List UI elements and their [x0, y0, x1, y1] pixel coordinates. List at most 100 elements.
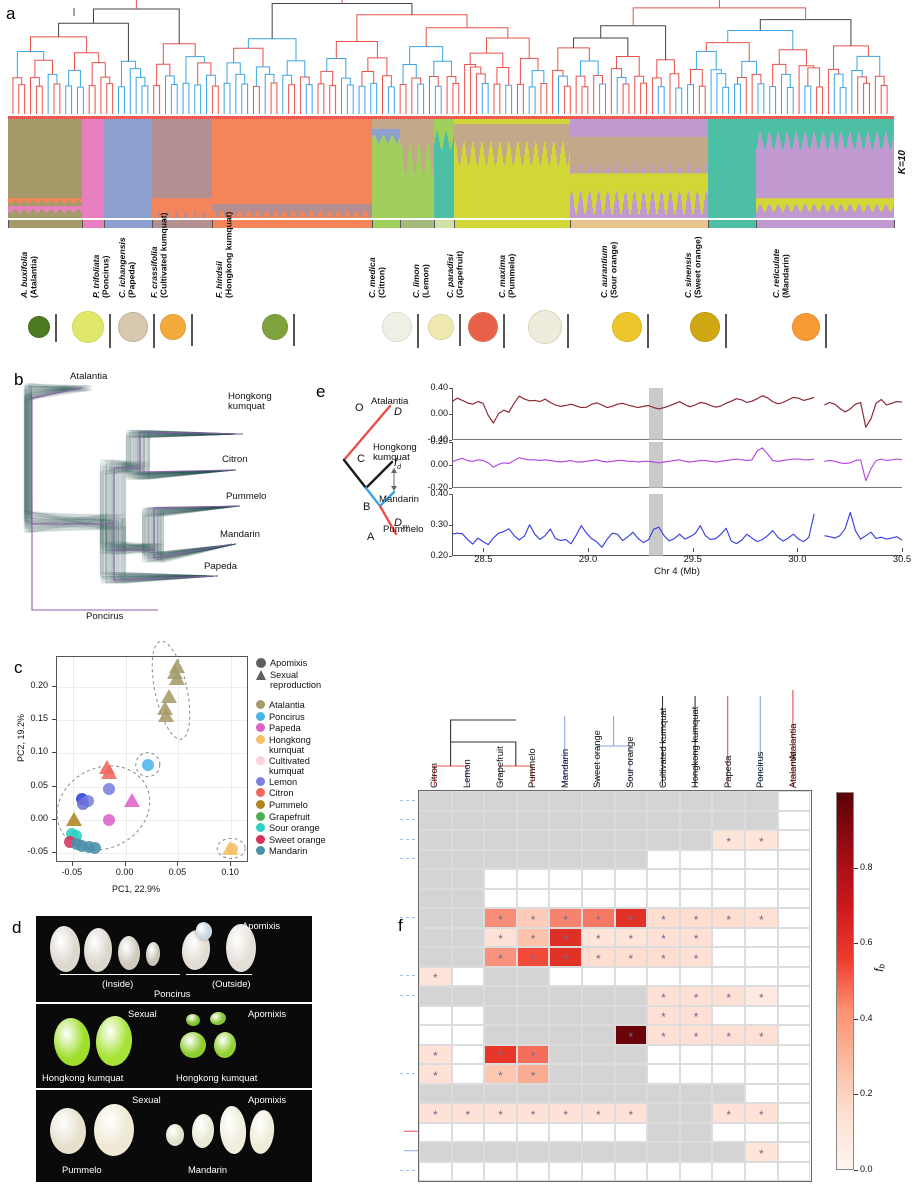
heatmap-cell[interactable] — [777, 1083, 811, 1103]
heatmap-cell[interactable]: * — [582, 947, 615, 967]
heatmap-cell[interactable] — [745, 947, 778, 967]
heatmap-cell[interactable] — [451, 791, 485, 811]
heatmap-cell[interactable] — [679, 1161, 713, 1181]
heatmap-cell[interactable] — [614, 1005, 648, 1025]
heatmap-cell[interactable] — [647, 888, 680, 908]
heatmap-cell[interactable] — [419, 1005, 452, 1025]
heatmap-cell[interactable]: * — [582, 927, 615, 947]
heatmap-cell[interactable] — [419, 1083, 452, 1103]
heatmap-cell[interactable]: * — [484, 1064, 517, 1084]
heatmap-cell[interactable] — [777, 1103, 811, 1123]
heatmap-cell[interactable] — [484, 1025, 517, 1045]
heatmap-cell[interactable] — [484, 869, 517, 889]
heatmap-cell[interactable] — [614, 830, 648, 850]
heatmap-cell[interactable] — [647, 966, 680, 986]
heatmap-cell[interactable] — [712, 1044, 745, 1064]
heatmap-cell[interactable]: * — [712, 986, 745, 1006]
heatmap-cell[interactable] — [777, 1122, 811, 1142]
heatmap-cell[interactable] — [582, 966, 615, 986]
heatmap-cell[interactable] — [516, 810, 550, 830]
heatmap-cell[interactable]: * — [614, 947, 648, 967]
heatmap-cell[interactable]: * — [614, 908, 648, 928]
heatmap-cell[interactable] — [451, 1025, 485, 1045]
heatmap-cell[interactable]: * — [647, 947, 680, 967]
heatmap-cell[interactable]: * — [647, 986, 680, 1006]
heatmap-cell[interactable] — [516, 869, 550, 889]
heatmap-cell[interactable] — [679, 1103, 713, 1123]
heatmap-cell[interactable] — [451, 810, 485, 830]
heatmap-cell[interactable] — [549, 1142, 582, 1162]
heatmap-cell[interactable]: * — [679, 927, 713, 947]
heatmap-cell[interactable]: * — [484, 908, 517, 928]
heatmap-cell[interactable]: * — [484, 1044, 517, 1064]
heatmap-cell[interactable]: * — [484, 947, 517, 967]
heatmap-cell[interactable] — [614, 1142, 648, 1162]
heatmap-cell[interactable] — [451, 947, 485, 967]
heatmap-cell[interactable] — [647, 869, 680, 889]
heatmap-cell[interactable]: * — [745, 1103, 778, 1123]
heatmap-cell[interactable] — [777, 830, 811, 850]
heatmap-cell[interactable] — [679, 869, 713, 889]
heatmap-cell[interactable] — [451, 888, 485, 908]
heatmap-cell[interactable] — [712, 927, 745, 947]
heatmap-cell[interactable]: * — [745, 908, 778, 928]
heatmap-cell[interactable] — [614, 849, 648, 869]
heatmap-cell[interactable] — [647, 1044, 680, 1064]
heatmap-cell[interactable]: * — [679, 986, 713, 1006]
heatmap-cell[interactable] — [516, 888, 550, 908]
heatmap-cell[interactable] — [582, 888, 615, 908]
heatmap-cell[interactable] — [582, 1025, 615, 1045]
heatmap-cell[interactable] — [516, 830, 550, 850]
heatmap-cell[interactable] — [582, 1122, 615, 1142]
heatmap-cell[interactable]: * — [647, 1005, 680, 1025]
heatmap-cell[interactable] — [679, 1122, 713, 1142]
heatmap-cell[interactable] — [582, 1044, 615, 1064]
heatmap-cell[interactable] — [712, 1083, 745, 1103]
heatmap-cell[interactable] — [419, 947, 452, 967]
heatmap-cell[interactable]: * — [679, 908, 713, 928]
heatmap-cell[interactable]: * — [419, 1103, 452, 1123]
heatmap-cell[interactable] — [679, 791, 713, 811]
heatmap-cell[interactable] — [549, 986, 582, 1006]
heatmap-cell[interactable]: * — [712, 830, 745, 850]
heatmap-cell[interactable] — [484, 849, 517, 869]
heatmap-cell[interactable] — [745, 849, 778, 869]
heatmap-cell[interactable] — [582, 1142, 615, 1162]
heatmap-cell[interactable] — [679, 966, 713, 986]
heatmap-cell[interactable] — [582, 869, 615, 889]
heatmap-cell[interactable]: * — [549, 1103, 582, 1123]
heatmap-cell[interactable] — [484, 810, 517, 830]
heatmap-cell[interactable] — [679, 1064, 713, 1084]
heatmap-cell[interactable] — [549, 849, 582, 869]
heatmap-cell[interactable] — [419, 830, 452, 850]
heatmap-cell[interactable]: * — [484, 1103, 517, 1123]
heatmap-cell[interactable]: * — [516, 1103, 550, 1123]
heatmap-cell[interactable] — [419, 869, 452, 889]
heatmap-cell[interactable] — [516, 1142, 550, 1162]
heatmap-cell[interactable] — [745, 1122, 778, 1142]
heatmap-cell[interactable] — [777, 908, 811, 928]
heatmap-cell[interactable] — [549, 791, 582, 811]
heatmap-cell[interactable] — [745, 1044, 778, 1064]
heatmap-cell[interactable] — [777, 927, 811, 947]
heatmap-cell[interactable] — [484, 1005, 517, 1025]
heatmap-cell[interactable] — [516, 1005, 550, 1025]
heatmap-cell[interactable] — [419, 1161, 452, 1181]
heatmap-cell[interactable] — [549, 1064, 582, 1084]
heatmap-cell[interactable]: * — [647, 927, 680, 947]
heatmap-cell[interactable]: * — [549, 908, 582, 928]
heatmap-cell[interactable] — [582, 849, 615, 869]
heatmap-cell[interactable] — [451, 869, 485, 889]
heatmap-cell[interactable] — [419, 888, 452, 908]
heatmap-cell[interactable] — [451, 1122, 485, 1142]
heatmap-cell[interactable] — [549, 810, 582, 830]
heatmap-cell[interactable] — [419, 810, 452, 830]
heatmap-cell[interactable] — [647, 1064, 680, 1084]
heatmap-cell[interactable] — [745, 1064, 778, 1084]
heatmap-cell[interactable] — [419, 1025, 452, 1045]
heatmap-cell[interactable] — [451, 1044, 485, 1064]
heatmap-cell[interactable] — [777, 1064, 811, 1084]
heatmap-cell[interactable] — [549, 1025, 582, 1045]
heatmap-cell[interactable] — [745, 888, 778, 908]
heatmap-cell[interactable] — [516, 1083, 550, 1103]
